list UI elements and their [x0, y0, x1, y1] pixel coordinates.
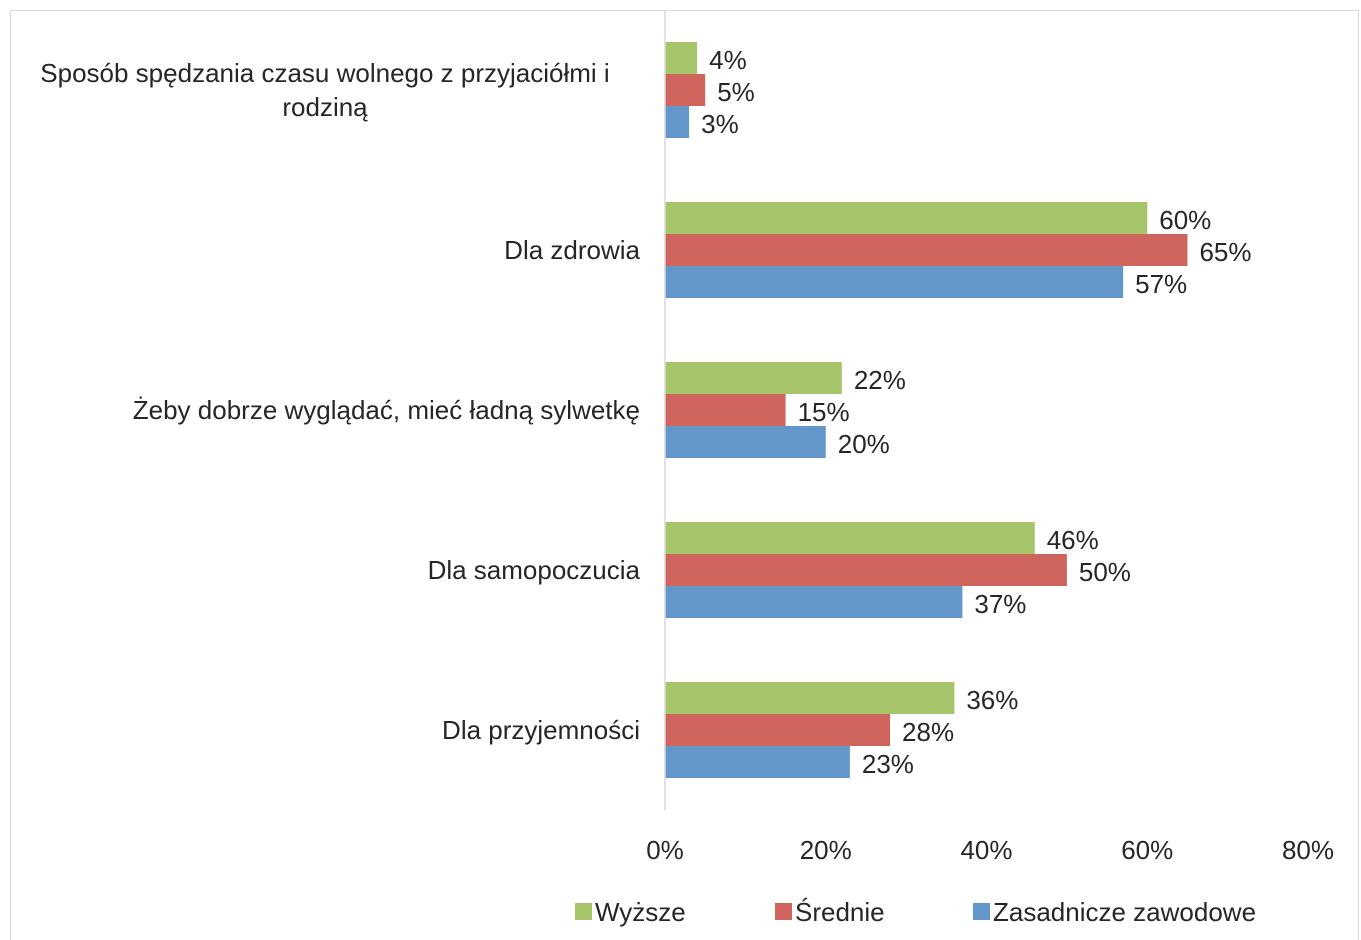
- data-label: 36%: [966, 685, 1018, 715]
- data-label: 28%: [902, 717, 954, 747]
- chart-border: [10, 10, 1359, 940]
- bar: [665, 202, 1148, 234]
- legend-swatch: [575, 903, 592, 920]
- bar: [665, 74, 706, 106]
- data-label: 65%: [1199, 237, 1251, 267]
- category-label: Sposób spędzania czasu wolnego z przyjac…: [10, 10, 640, 170]
- category-label: Żeby dobrze wyglądać, mieć ładną sylwetk…: [10, 330, 640, 490]
- category-text: Dla zdrowia: [504, 235, 640, 265]
- data-label: 46%: [1047, 525, 1099, 555]
- bar: [665, 42, 698, 74]
- legend-swatch: [973, 903, 990, 920]
- data-label: 15%: [798, 397, 850, 427]
- bar: [665, 586, 963, 618]
- bar: [665, 554, 1067, 586]
- data-label: 4%: [709, 45, 747, 75]
- x-tick-label: 60%: [1121, 835, 1173, 865]
- category-label: Dla zdrowia: [10, 170, 640, 330]
- bar: [665, 234, 1188, 266]
- bar: [665, 362, 842, 394]
- category-text: Dla przyjemności: [442, 715, 640, 745]
- data-label: 23%: [862, 749, 914, 779]
- legend-label: Średnie: [795, 897, 885, 927]
- x-tick-label: 0%: [646, 835, 684, 865]
- data-label: 5%: [717, 77, 755, 107]
- bar: [665, 682, 955, 714]
- bar: [665, 426, 826, 458]
- x-tick-label: 80%: [1282, 835, 1334, 865]
- legend-label: Zasadnicze zawodowe: [993, 897, 1256, 927]
- bar: [665, 106, 690, 138]
- category-text: Żeby dobrze wyglądać, mieć ładną sylwetk…: [132, 395, 640, 425]
- bar: [665, 522, 1035, 554]
- category-text: Dla samopoczucia: [427, 555, 640, 585]
- data-label: 3%: [701, 109, 739, 139]
- x-tick-label: 40%: [960, 835, 1012, 865]
- x-tick-label: 20%: [800, 835, 852, 865]
- bar: [665, 746, 850, 778]
- bar: [665, 394, 786, 426]
- legend-label: Wyższe: [595, 897, 686, 927]
- category-text: Sposób spędzania czasu wolnego z przyjac…: [40, 58, 610, 122]
- data-label: 20%: [838, 429, 890, 459]
- category-label: Dla przyjemności: [10, 650, 640, 810]
- category-label: Dla samopoczucia: [10, 490, 640, 650]
- data-label: 57%: [1135, 269, 1187, 299]
- data-label: 22%: [854, 365, 906, 395]
- bar: [665, 714, 891, 746]
- data-label: 50%: [1079, 557, 1131, 587]
- legend-swatch: [775, 903, 792, 920]
- bar: [665, 266, 1124, 298]
- data-label: 37%: [974, 589, 1026, 619]
- data-label: 60%: [1159, 205, 1211, 235]
